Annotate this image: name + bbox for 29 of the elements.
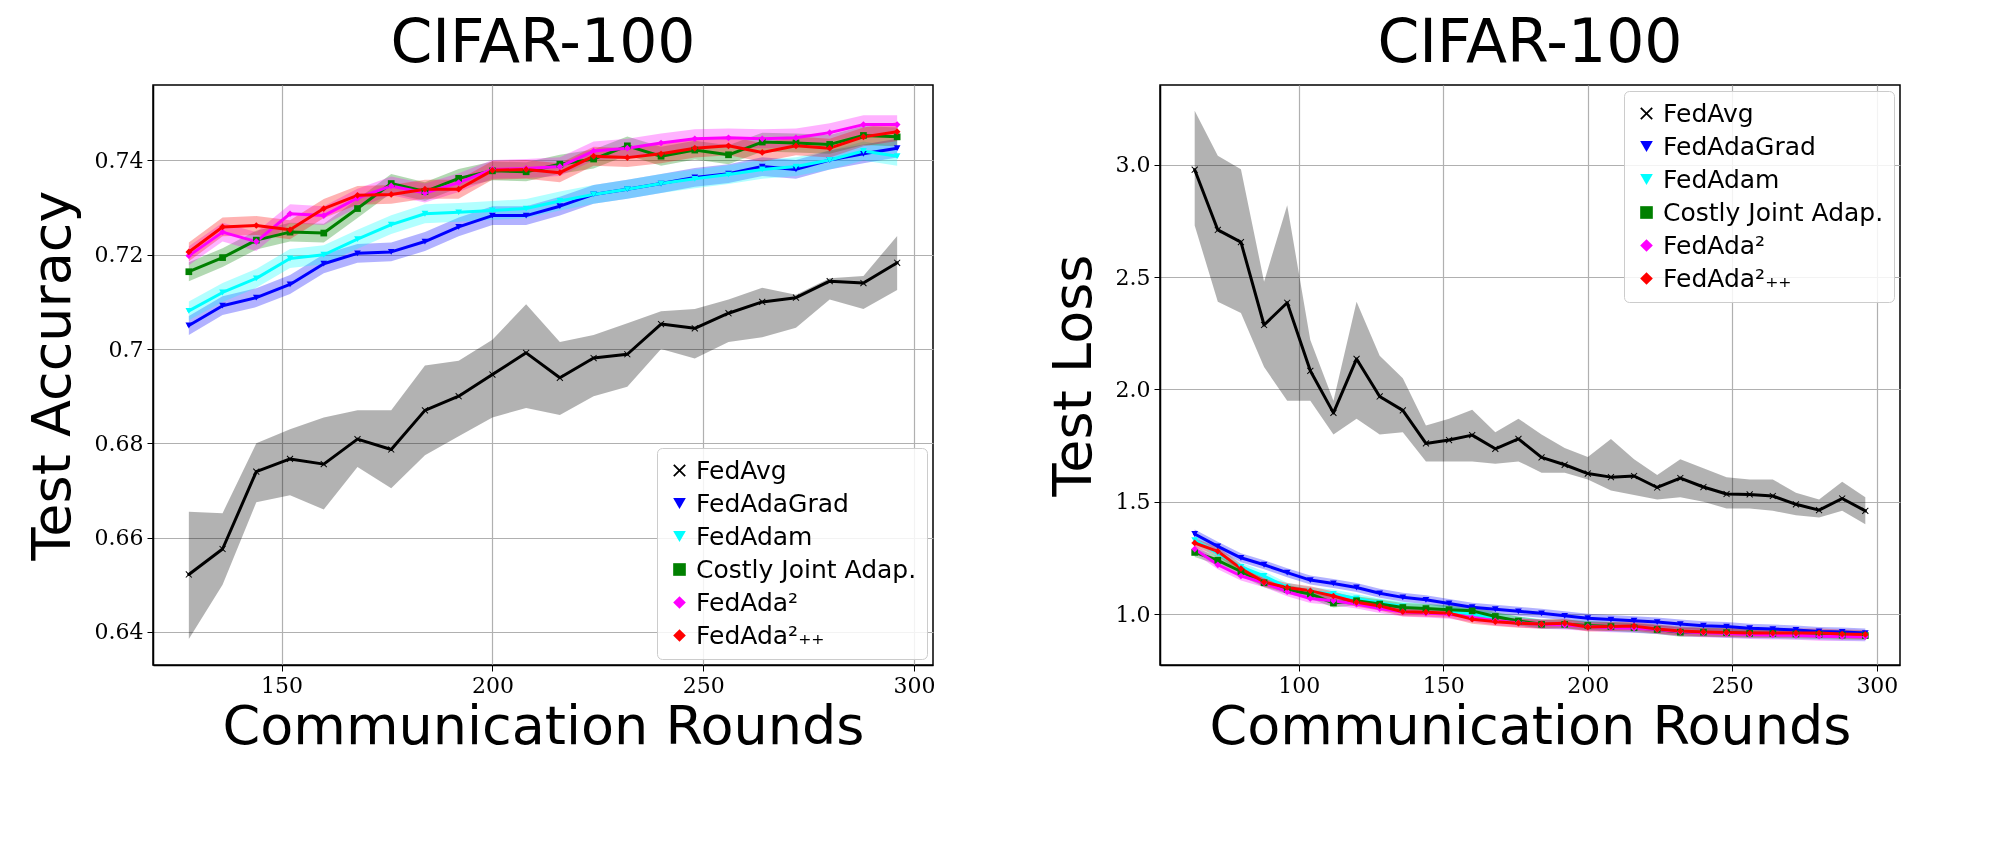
legend-label: FedAdaGrad	[696, 488, 849, 518]
y-tick-label: 0.7	[108, 336, 144, 362]
y-tick-label: 2.0	[1115, 376, 1151, 402]
y-tick-label: 0.64	[94, 619, 144, 645]
y-tick-label: 0.66	[94, 525, 144, 551]
y-axis-title: Test Accuracy	[19, 190, 83, 562]
y-tick-label: 0.74	[94, 147, 144, 173]
legend-label: FedAvg	[696, 455, 787, 485]
y-tick-label: 0.72	[94, 242, 144, 268]
legend-label: FedAvg	[1663, 98, 1754, 128]
legend-label: FedAdam	[696, 521, 813, 551]
y-tick-label: 3.0	[1115, 152, 1151, 178]
x-tick-label: 300	[893, 672, 936, 698]
legend-label: Costly Joint Adap.	[1663, 197, 1884, 227]
legend-label: FedAda²	[696, 587, 799, 617]
y-tick-label: 1.0	[1115, 601, 1151, 627]
chart-title: CIFAR-100	[390, 6, 696, 76]
legend-label: FedAda²₊₊	[696, 620, 825, 650]
legend-label: FedAdaGrad	[1663, 131, 1816, 161]
legend-label: FedAdam	[1663, 164, 1780, 194]
x-tick-label: 300	[1856, 672, 1899, 698]
legend-label: FedAda²₊₊	[1663, 263, 1792, 293]
y-tick-label: 1.5	[1115, 489, 1151, 515]
y-tick-label: 2.5	[1115, 264, 1151, 290]
y-tick-label: 0.68	[94, 430, 144, 456]
legend-label: Costly Joint Adap.	[696, 554, 917, 584]
legend-label: FedAda²	[1663, 230, 1766, 260]
chart-title: CIFAR-100	[1377, 6, 1683, 76]
y-axis-title: Test Loss	[1040, 254, 1104, 498]
